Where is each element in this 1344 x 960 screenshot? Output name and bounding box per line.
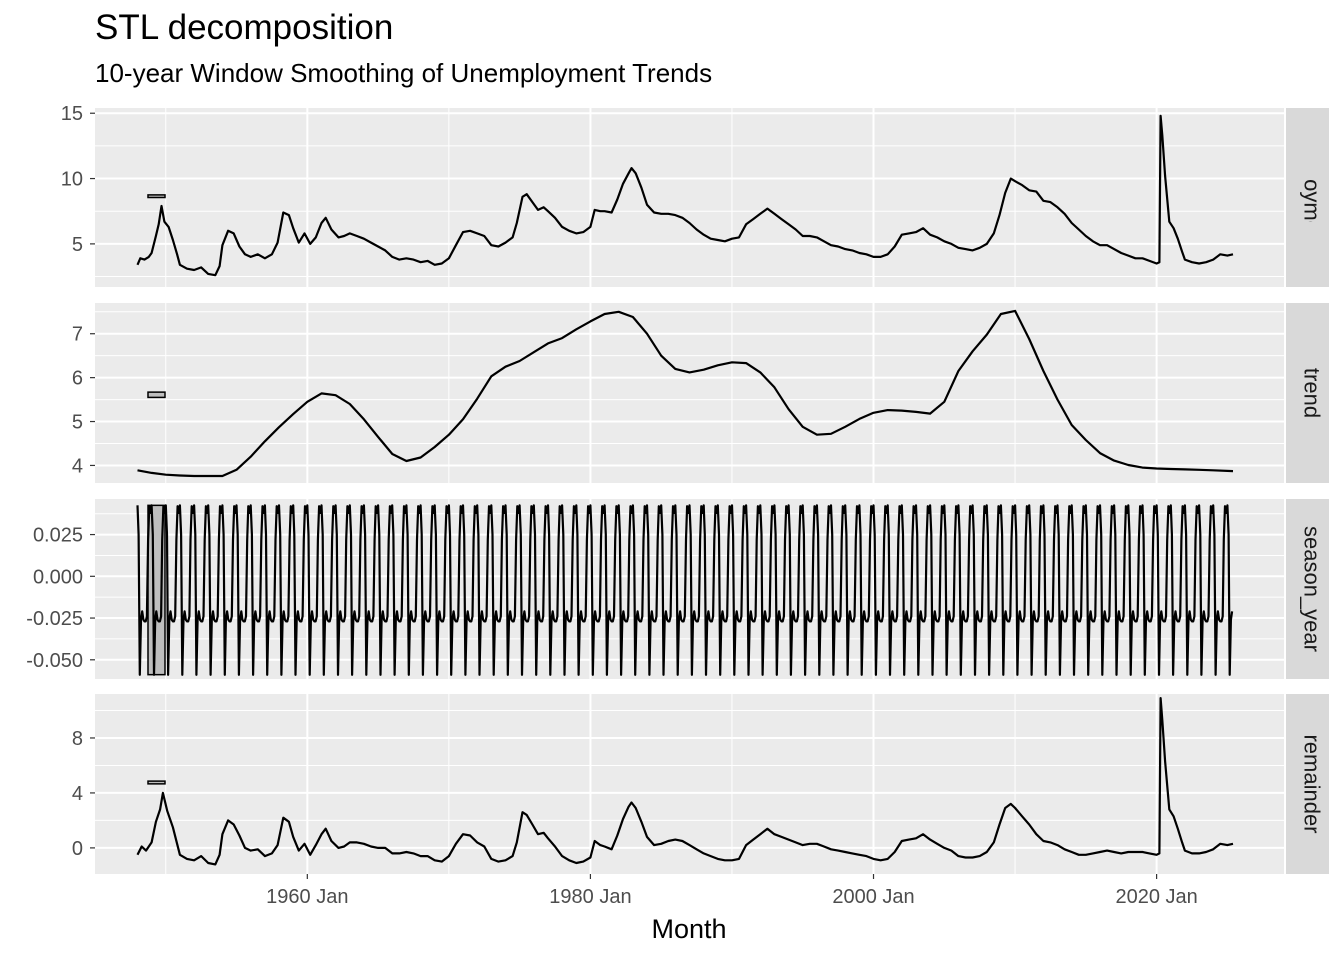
- series-line-unemployment_rate: [136, 114, 1234, 277]
- y-tick-label: 15: [61, 103, 83, 125]
- facet-strip: [1286, 108, 1329, 287]
- y-tick-label: 8: [72, 728, 83, 750]
- scale-bar: [147, 391, 166, 399]
- panel-unemployment_rate: 5 10 15 Unemployment_Ra: [61, 103, 1329, 292]
- y-tick-label: 0.000: [33, 566, 83, 588]
- facet-strip-label: season_year: [1300, 526, 1325, 652]
- panels-layer: 5 10 15 Unemployment_Ra 4 5 6 7 trend -0.050 -0.02…: [26, 103, 1329, 874]
- series-line-remainder: [136, 697, 1234, 866]
- y-tick-label: 4: [72, 783, 83, 805]
- x-tick-label: 1980 Jan: [549, 886, 631, 908]
- scale-bar: [147, 780, 166, 785]
- y-tick-label: 4: [72, 455, 83, 477]
- y-tick-label: -0.050: [26, 650, 83, 672]
- scale-bar: [147, 194, 166, 199]
- panel-remainder: 0 4 8 remainder: [72, 694, 1329, 874]
- panel-season_year: -0.050 -0.025 0.000 0.025 season_year: [26, 499, 1329, 679]
- facet-strip-label: remainder: [1300, 734, 1325, 833]
- x-axis: 1960 Jan 1980 Jan 2000 Jan 2020 Jan: [266, 874, 1198, 908]
- facet-strip: [1286, 499, 1329, 679]
- y-tick-label: 0: [72, 838, 83, 860]
- y-tick-label: 10: [61, 169, 83, 191]
- y-tick-label: -0.025: [26, 608, 83, 630]
- y-tick-label: 6: [72, 368, 83, 390]
- y-tick-label: 7: [72, 324, 83, 346]
- facet-strip-label: trend: [1300, 368, 1325, 418]
- y-tick-label: 0.025: [33, 525, 83, 547]
- facet-strip-label: Unemployment_Ra: [1300, 103, 1325, 292]
- facet-strip: [1286, 694, 1329, 874]
- y-tick-label: 5: [72, 412, 83, 434]
- facet-strip: [1286, 303, 1329, 483]
- x-tick-label: 2000 Jan: [832, 886, 914, 908]
- series-line-trend: [137, 309, 1234, 478]
- x-tick-label: 1960 Jan: [266, 886, 348, 908]
- chart-subtitle: 10-year Window Smoothing of Unemployment…: [95, 58, 713, 88]
- panel-background: [95, 108, 1284, 287]
- panel-trend: 4 5 6 7 trend: [72, 303, 1329, 483]
- series-line-season_year: [136, 504, 1234, 676]
- chart-title: STL decomposition: [95, 8, 394, 47]
- x-tick-label: 2020 Jan: [1115, 886, 1197, 908]
- x-axis-title: Month: [651, 914, 726, 944]
- y-tick-label: 5: [72, 234, 83, 256]
